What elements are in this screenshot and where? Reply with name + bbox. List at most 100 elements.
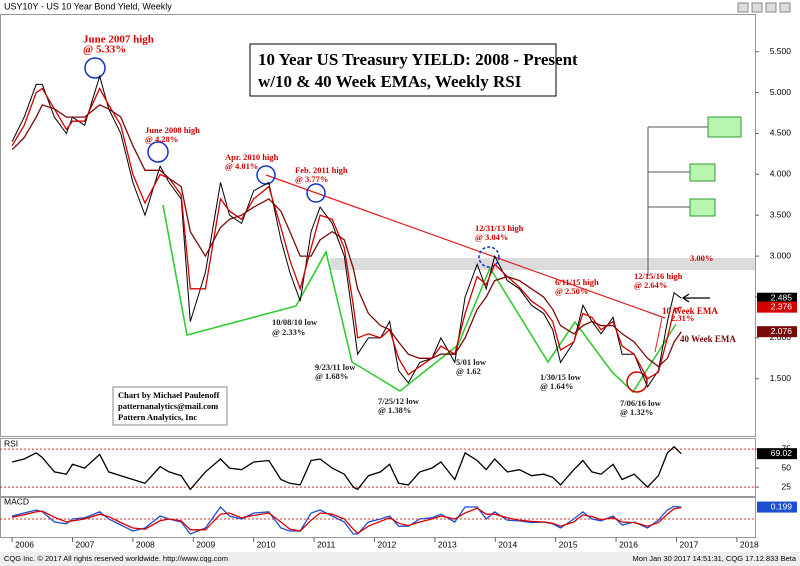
x-tick-label: 2010 — [257, 539, 276, 549]
credit: patternanalytics@mail.com — [118, 401, 218, 411]
annotation: @ 1.32% — [620, 407, 653, 417]
y-tick-label: 3.000 — [770, 250, 792, 260]
header: USY10Y - US 10 Year Bond Yield, Weekly — [4, 1, 172, 11]
y-tick-label: 4.500 — [770, 128, 792, 138]
chart-title: 10 Year US Treasury YIELD: 2008 - Presen… — [258, 50, 578, 69]
x-tick-label: 2006 — [15, 539, 34, 549]
window-button[interactable] — [751, 2, 763, 13]
annotation: 7/25/12 low — [378, 396, 420, 406]
annotation: Feb. 2011 high — [295, 165, 348, 175]
price-tag-label: 0.199 — [771, 501, 793, 511]
annotation: 7/06/16 low — [620, 398, 662, 408]
price-tag-label: 2.485 — [771, 292, 793, 302]
annotation: @ 1.38% — [378, 405, 411, 415]
y-tick-label: 1.500 — [770, 373, 792, 383]
price-tag-label: 2.376 — [771, 301, 793, 311]
footer-left: CQG Inc. © 2017 All rights reserved worl… — [4, 554, 228, 563]
y-tick-label: 25 — [782, 481, 792, 491]
series-line — [11, 87, 682, 380]
highlight-circle — [84, 57, 106, 79]
annotation: @ 4.01% — [225, 161, 258, 171]
series-line — [11, 445, 682, 491]
annotation: 1/30/15 low — [540, 372, 582, 382]
y-tick-label: 4.000 — [770, 169, 792, 179]
annotation: June 2008 high — [145, 125, 200, 135]
credit: Pattern Analytics, Inc — [118, 412, 197, 422]
annotation: 9/23/11 low — [315, 362, 356, 372]
x-tick-label: 2017 — [679, 539, 698, 549]
window-button[interactable] — [737, 2, 749, 13]
annotation: @ 4.28% — [145, 134, 178, 144]
highlight-circle — [147, 141, 169, 163]
annotation: June 2007 high — [83, 34, 154, 46]
y-tick-label: 50 — [782, 462, 792, 472]
chart-subtitle: w/10 & 40 Week EMAs, Weekly RSI — [258, 72, 522, 91]
price-tag — [757, 501, 797, 513]
credit-box — [112, 386, 228, 426]
annotation: @ 3.77% — [295, 174, 328, 184]
footer-right: Mon Jan 30 2017 14:51:31, CQG 17.12.833 … — [633, 554, 797, 563]
series-label: 40 Week EMA — [680, 334, 736, 344]
rsi-panel — [0, 438, 756, 497]
annotation: 3.00% — [690, 253, 713, 263]
series-line — [11, 506, 682, 535]
x-tick-label: 2016 — [619, 539, 638, 549]
x-tick-label: 2013 — [438, 539, 457, 549]
y-tick-label: 5.000 — [770, 87, 792, 97]
series-line — [11, 104, 682, 368]
window-button[interactable] — [765, 2, 777, 13]
price-tag — [757, 326, 797, 338]
panel-title: MACD — [4, 496, 29, 506]
title-box — [249, 43, 557, 97]
main-panel — [0, 14, 756, 437]
x-tick-label: 2009 — [196, 539, 215, 549]
highlight-circle — [478, 246, 500, 268]
annotation: 10/08/10 low — [272, 317, 318, 327]
annotation: @ 3.04% — [475, 232, 508, 242]
annotation: 12/31/13 high — [475, 223, 524, 233]
annotation: @ 1.64% — [540, 381, 573, 391]
annotation: @ 2.33% — [272, 327, 305, 337]
macd-panel — [0, 497, 756, 538]
x-tick-label: 2014 — [498, 539, 517, 549]
highlight-circle — [306, 183, 326, 203]
arrow — [681, 293, 690, 303]
marker-box — [689, 163, 716, 182]
trendline — [654, 317, 663, 353]
x-tick-label: 2018 — [740, 539, 759, 549]
trendline — [265, 174, 666, 319]
panel-title: RSI — [4, 438, 18, 448]
y-tick-label: 5.500 — [770, 46, 792, 56]
annotation: @ 1.62 — [456, 366, 481, 376]
annotation: @ 1.68% — [315, 371, 348, 381]
y-tick-label: 3.500 — [770, 209, 792, 219]
marker-box — [707, 116, 742, 138]
annotation: 2.31% — [671, 313, 694, 323]
annotation: @ 2.50% — [555, 286, 588, 296]
annotation: @ 2.64% — [634, 280, 667, 290]
annotation: @ 5.33% — [83, 44, 126, 56]
footer-bar — [0, 552, 800, 566]
annotation: 6/11/15 high — [555, 277, 599, 287]
price-tag-label: 69.02 — [771, 448, 793, 458]
x-tick-label: 2015 — [559, 539, 578, 549]
annotation: 5/01 low — [456, 357, 487, 367]
price-tag — [757, 292, 797, 304]
price-tag — [757, 448, 797, 460]
x-tick-label: 2008 — [136, 539, 155, 549]
window-button[interactable] — [779, 2, 791, 13]
annotation: Apr. 2010 high — [225, 152, 279, 162]
price-tag-label: 2.076 — [771, 326, 793, 336]
highlight-circle — [626, 371, 648, 393]
credit: Chart by Michael Paulenoff — [118, 390, 219, 400]
x-tick-label: 2011 — [317, 539, 336, 549]
resistance-band — [330, 258, 755, 270]
series-line — [11, 74, 682, 388]
x-tick-label: 2007 — [75, 539, 94, 549]
x-tick-label: 2012 — [377, 539, 396, 549]
series-label: 10 Week EMA — [662, 306, 718, 316]
annotation: 12/15/16 high — [634, 271, 683, 281]
marker-box — [689, 198, 716, 217]
price-tag — [757, 301, 797, 313]
